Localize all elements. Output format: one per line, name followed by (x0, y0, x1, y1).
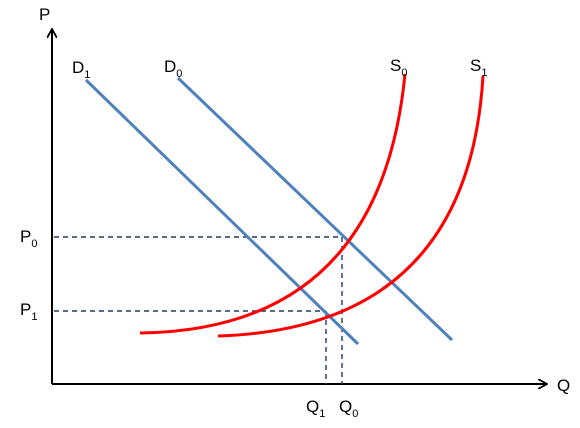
label-p1: P1 (20, 300, 37, 323)
label-s1: S1 (470, 56, 487, 79)
label-d0: D0 (164, 57, 182, 80)
demand-curve-d0 (176, 76, 454, 342)
supply-curve-s1 (217, 75, 485, 338)
label-q1: Q1 (306, 397, 325, 420)
label-p0: P0 (20, 227, 37, 250)
label-d1: D1 (72, 58, 90, 81)
label-q0: Q0 (339, 397, 358, 420)
x-axis-label: Q (557, 376, 570, 395)
label-s0: S0 (390, 56, 407, 79)
supply-curve-s0 (139, 73, 407, 335)
y-axis-label: P (39, 5, 50, 24)
demand-curve-d1 (84, 78, 360, 346)
